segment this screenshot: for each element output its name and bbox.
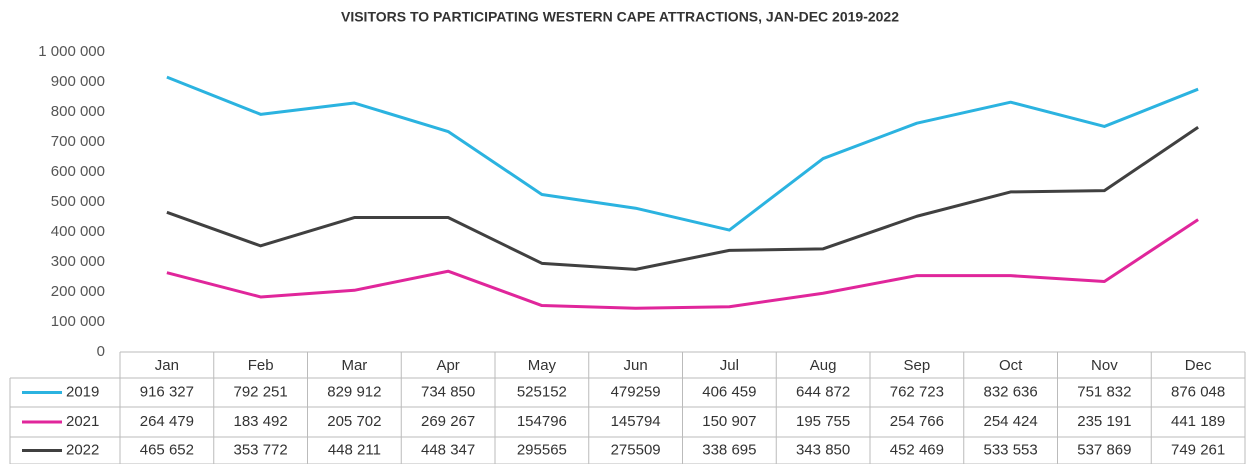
- table-cell: 275509: [611, 441, 661, 458]
- table-cell: 441 189: [1171, 413, 1225, 430]
- table-cell: 751 832: [1077, 383, 1131, 400]
- legend-label: 2019: [66, 383, 99, 400]
- chart-title: VISITORS TO PARTICIPATING WESTERN CAPE A…: [341, 9, 899, 25]
- table-cell: 734 850: [421, 383, 475, 400]
- table-cell: 150 907: [702, 413, 756, 430]
- table-cell: 479259: [611, 383, 661, 400]
- table-cell: 406 459: [702, 383, 756, 400]
- y-tick-label: 800 000: [51, 103, 105, 120]
- table-cell: 832 636: [984, 383, 1038, 400]
- x-tick-label: Feb: [248, 357, 274, 374]
- x-tick-label: Jan: [155, 357, 179, 374]
- table-cell: 235 191: [1077, 413, 1131, 430]
- legend-label: 2021: [66, 413, 99, 430]
- table-cell: 254 766: [890, 413, 944, 430]
- y-tick-label: 300 000: [51, 253, 105, 270]
- table-cell: 792 251: [234, 383, 288, 400]
- table-cell: 343 850: [796, 441, 850, 458]
- y-tick-label: 200 000: [51, 283, 105, 300]
- legend-label: 2022: [66, 441, 99, 458]
- table-cell: 195 755: [796, 413, 850, 430]
- table-cell: 876 048: [1171, 383, 1225, 400]
- table-cell: 829 912: [327, 383, 381, 400]
- table-cell: 465 652: [140, 441, 194, 458]
- y-tick-label: 900 000: [51, 73, 105, 90]
- x-tick-label: Aug: [810, 357, 837, 374]
- table-cell: 338 695: [702, 441, 756, 458]
- table-cell: 916 327: [140, 383, 194, 400]
- y-tick-label: 600 000: [51, 163, 105, 180]
- y-tick-label: 1 000 000: [38, 43, 105, 60]
- x-tick-label: Jun: [624, 357, 648, 374]
- table-cell: 749 261: [1171, 441, 1225, 458]
- table-cell: 154796: [517, 413, 567, 430]
- x-tick-label: Apr: [436, 357, 459, 374]
- table-cell: 448 347: [421, 441, 475, 458]
- table-cell: 537 869: [1077, 441, 1131, 458]
- table-cell: 448 211: [328, 441, 381, 458]
- x-tick-label: Oct: [999, 357, 1023, 374]
- table-cell: 183 492: [234, 413, 288, 430]
- table-cell: 525152: [517, 383, 567, 400]
- x-tick-label: Sep: [904, 357, 931, 374]
- series-line: [166, 75, 1199, 232]
- table-cell: 353 772: [234, 441, 288, 458]
- x-tick-label: Jul: [720, 357, 739, 374]
- y-tick-label: 400 000: [51, 223, 105, 240]
- x-tick-label: Mar: [341, 357, 367, 374]
- table-cell: 145794: [611, 413, 661, 430]
- series-line: [166, 125, 1199, 271]
- y-tick-label: 0: [97, 343, 105, 360]
- y-tick-label: 700 000: [51, 133, 105, 150]
- x-tick-label: Dec: [1185, 357, 1212, 374]
- x-tick-label: Nov: [1091, 357, 1118, 374]
- table-cell: 269 267: [421, 413, 475, 430]
- x-tick-label: May: [528, 357, 557, 374]
- table-cell: 762 723: [890, 383, 944, 400]
- y-tick-label: 100 000: [51, 313, 105, 330]
- series-line: [166, 218, 1199, 310]
- table-cell: 254 424: [984, 413, 1038, 430]
- table-cell: 295565: [517, 441, 567, 458]
- y-tick-label: 500 000: [51, 193, 105, 210]
- table-cell: 452 469: [890, 441, 944, 458]
- table-cell: 533 553: [984, 441, 1038, 458]
- table-cell: 264 479: [140, 413, 194, 430]
- table-cell: 205 702: [327, 413, 381, 430]
- table-cell: 644 872: [796, 383, 850, 400]
